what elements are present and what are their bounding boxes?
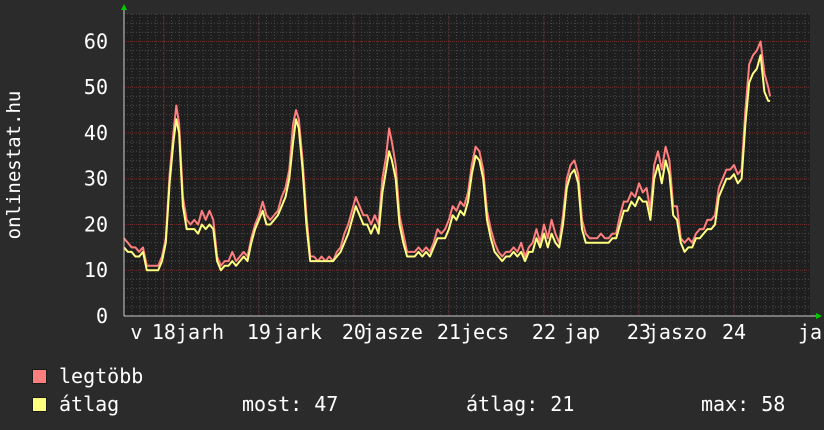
x-tick-label: 21 xyxy=(437,320,461,344)
y-tick-label: 60 xyxy=(84,29,108,53)
legend-label-atlag: átlag xyxy=(59,392,120,416)
x-tick-label: 23 xyxy=(627,320,651,344)
x-tick-label: jaszo xyxy=(647,320,707,344)
legend-swatch-legtobb xyxy=(32,369,47,384)
legend: legtöbb átlag most: 47 átlag: 21 max: 58 xyxy=(32,362,785,418)
legend-row-atlag: átlag most: 47 átlag: 21 max: 58 xyxy=(32,390,785,418)
x-tick-label: jap xyxy=(564,320,600,344)
y-tick-label: 40 xyxy=(84,121,108,145)
x-tick-label: 24 xyxy=(722,320,746,344)
x-tick-label: v xyxy=(130,320,142,344)
x-axis-arrow-icon xyxy=(816,313,822,319)
x-tick-label: jecs xyxy=(461,320,509,344)
y-tick-label: 50 xyxy=(84,75,108,99)
y-tick-label: 20 xyxy=(84,212,108,236)
x-tick-label: jasze xyxy=(363,320,423,344)
plot-area xyxy=(124,14,810,316)
legend-row-legtobb: legtöbb xyxy=(32,362,143,390)
series-line-0 xyxy=(123,40,772,267)
x-tick-label: ja xyxy=(798,320,822,344)
x-tick-label: 20 xyxy=(342,320,366,344)
stat-most: most: 47 xyxy=(242,392,339,416)
y-tick-label: 30 xyxy=(84,167,108,191)
series-line-1 xyxy=(123,54,771,272)
x-tick-label: 18 xyxy=(152,320,176,344)
y-tick-labels: 0 10 20 30 40 50 60 xyxy=(84,29,108,328)
y-tick-label: 10 xyxy=(84,258,108,282)
y-tick-label: 0 xyxy=(96,304,108,328)
x-tick-label: jark xyxy=(274,320,322,344)
legend-label-legtobb: legtöbb xyxy=(59,364,144,388)
stat-max: max: 58 xyxy=(701,392,786,416)
x-tick-label: 22 xyxy=(532,320,556,344)
series-layer xyxy=(123,40,772,272)
y-axis-arrow-icon xyxy=(121,4,127,10)
stat-atlag: átlag: 21 xyxy=(466,392,575,416)
x-tick-label: 19 xyxy=(247,320,271,344)
legend-swatch-atlag xyxy=(32,397,47,412)
x-tick-label: jarh xyxy=(176,320,224,344)
axes xyxy=(121,4,822,319)
y-axis-label: onlinestat.hu xyxy=(3,91,25,240)
